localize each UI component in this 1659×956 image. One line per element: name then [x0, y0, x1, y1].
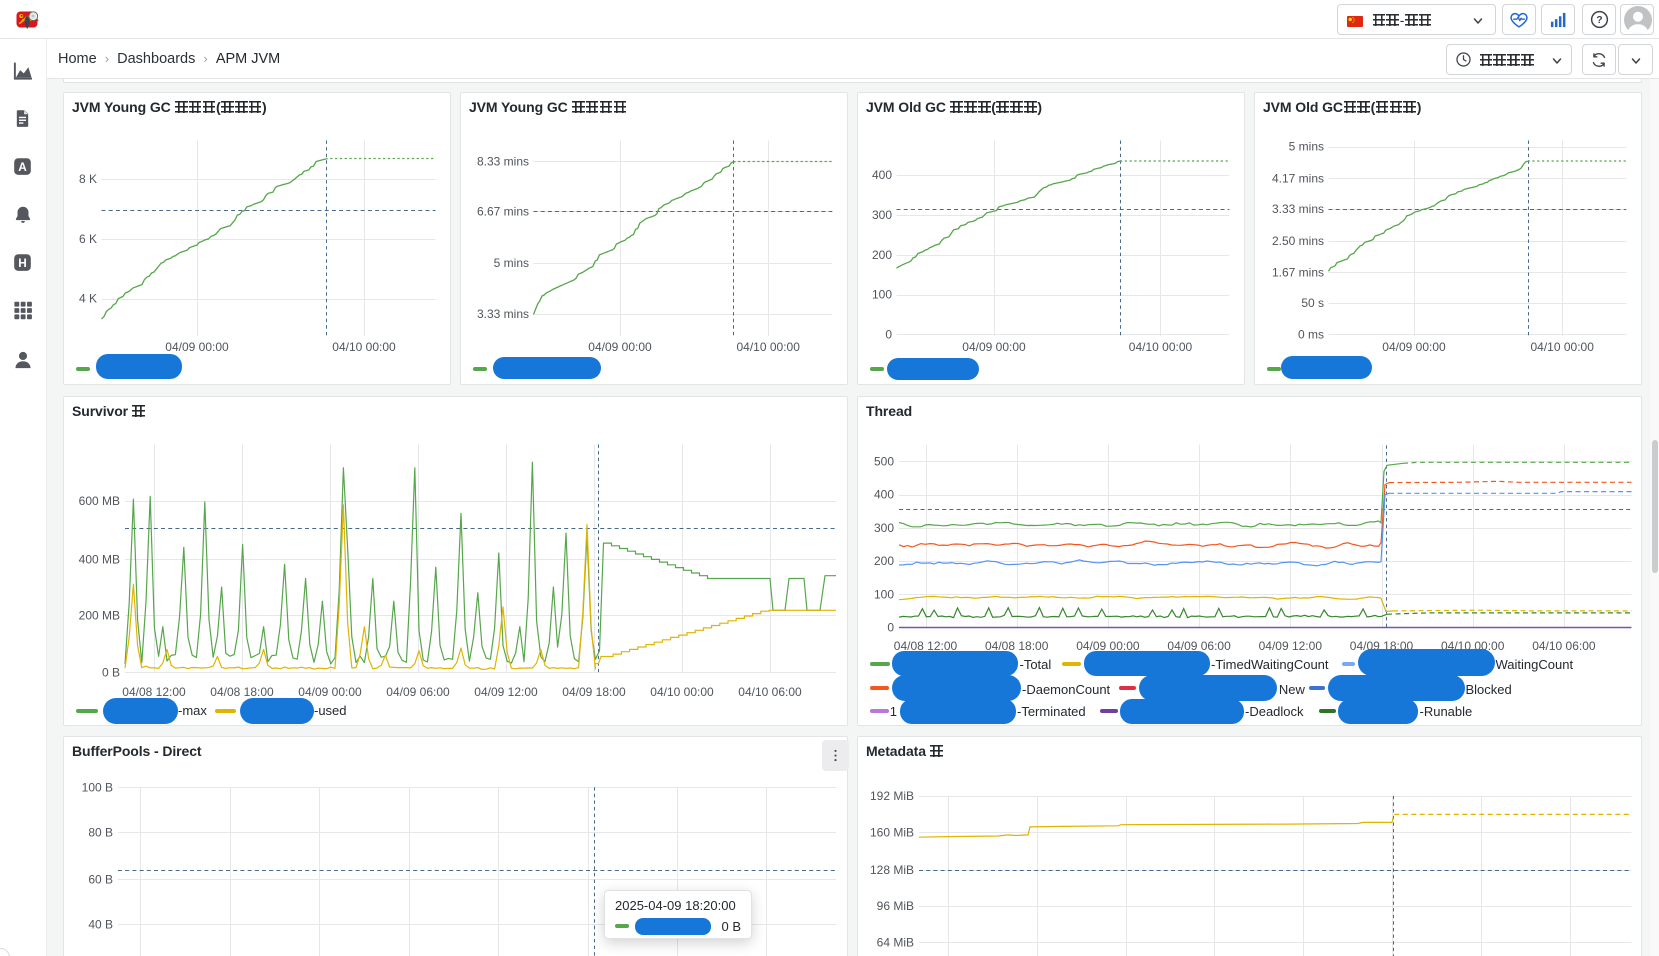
svg-text:5 mins: 5 mins — [494, 256, 529, 270]
svg-text:04/08 12:00: 04/08 12:00 — [122, 685, 186, 699]
svg-text:600 MB: 600 MB — [79, 494, 120, 508]
svg-text:04/09 00:00: 04/09 00:00 — [588, 340, 652, 354]
svg-text:04/10 06:00: 04/10 06:00 — [738, 685, 802, 699]
svg-text:128 MiB: 128 MiB — [870, 863, 914, 877]
svg-text:300: 300 — [872, 208, 892, 222]
svg-text:400: 400 — [872, 168, 892, 182]
svg-text:8.33 mins: 8.33 mins — [477, 154, 529, 168]
svg-text:400: 400 — [874, 488, 894, 502]
svg-text:0 B: 0 B — [102, 665, 120, 679]
svg-text:200: 200 — [874, 554, 894, 568]
svg-text:100: 100 — [874, 587, 894, 601]
svg-text:A: A — [18, 160, 27, 174]
svg-text:04/10 00:00: 04/10 00:00 — [1530, 340, 1594, 354]
svg-text:?: ? — [1596, 14, 1602, 26]
svg-text:04/10 00:00: 04/10 00:00 — [650, 685, 714, 699]
svg-text:04/09 06:00: 04/09 06:00 — [1167, 639, 1231, 653]
svg-text:04/09 06:00: 04/09 06:00 — [386, 685, 450, 699]
svg-text:200 MB: 200 MB — [79, 609, 120, 623]
svg-text:04/09 12:00: 04/09 12:00 — [1259, 639, 1323, 653]
svg-text:3.33 mins: 3.33 mins — [477, 307, 529, 321]
svg-text:04/09 00:00: 04/09 00:00 — [1382, 340, 1446, 354]
svg-text:6.67 mins: 6.67 mins — [477, 205, 529, 219]
svg-text:4 K: 4 K — [79, 292, 97, 306]
svg-text:04/09 18:00: 04/09 18:00 — [562, 685, 626, 699]
svg-text:100: 100 — [872, 288, 892, 302]
svg-text:0: 0 — [885, 328, 892, 342]
svg-text:80 B: 80 B — [88, 826, 113, 840]
svg-text:04/09 00:00: 04/09 00:00 — [298, 685, 362, 699]
svg-text:04/09 12:00: 04/09 12:00 — [474, 685, 538, 699]
svg-text:200: 200 — [872, 248, 892, 262]
svg-text:2.50 mins: 2.50 mins — [1272, 234, 1324, 248]
svg-text:1.67 mins: 1.67 mins — [1272, 265, 1324, 279]
svg-text:50 s: 50 s — [1301, 296, 1324, 310]
svg-text:64 MiB: 64 MiB — [877, 936, 914, 950]
svg-text:40 B: 40 B — [88, 918, 113, 932]
svg-text:100 B: 100 B — [82, 780, 113, 794]
svg-text:500: 500 — [874, 455, 894, 469]
svg-text:160 MiB: 160 MiB — [870, 826, 914, 840]
svg-text:400 MB: 400 MB — [79, 552, 120, 566]
svg-text:3.33 mins: 3.33 mins — [1272, 202, 1324, 216]
svg-text:96 MiB: 96 MiB — [877, 899, 914, 913]
svg-text:04/09 00:00: 04/09 00:00 — [165, 340, 229, 354]
svg-text:04/09 00:00: 04/09 00:00 — [1076, 639, 1140, 653]
svg-text:5 mins: 5 mins — [1289, 140, 1324, 154]
svg-text:04/08 18:00: 04/08 18:00 — [985, 639, 1049, 653]
svg-text:04/10 00:00: 04/10 00:00 — [736, 340, 800, 354]
svg-text:H: H — [18, 256, 27, 270]
svg-text:0 ms: 0 ms — [1298, 328, 1324, 342]
svg-text:04/10 00:00: 04/10 00:00 — [1129, 340, 1193, 354]
svg-text:8 K: 8 K — [79, 172, 97, 186]
svg-text:6 K: 6 K — [79, 232, 97, 246]
svg-text:60 B: 60 B — [88, 873, 113, 887]
svg-text:04/10 00:00: 04/10 00:00 — [332, 340, 396, 354]
svg-text:04/09 00:00: 04/09 00:00 — [962, 340, 1026, 354]
svg-text:04/08 12:00: 04/08 12:00 — [894, 639, 958, 653]
svg-text:0: 0 — [887, 621, 894, 635]
svg-text:04/10 06:00: 04/10 06:00 — [1532, 639, 1596, 653]
svg-text:04/08 18:00: 04/08 18:00 — [210, 685, 274, 699]
svg-text:300: 300 — [874, 521, 894, 535]
svg-text:4.17 mins: 4.17 mins — [1272, 171, 1324, 185]
svg-text:192 MiB: 192 MiB — [870, 789, 914, 803]
